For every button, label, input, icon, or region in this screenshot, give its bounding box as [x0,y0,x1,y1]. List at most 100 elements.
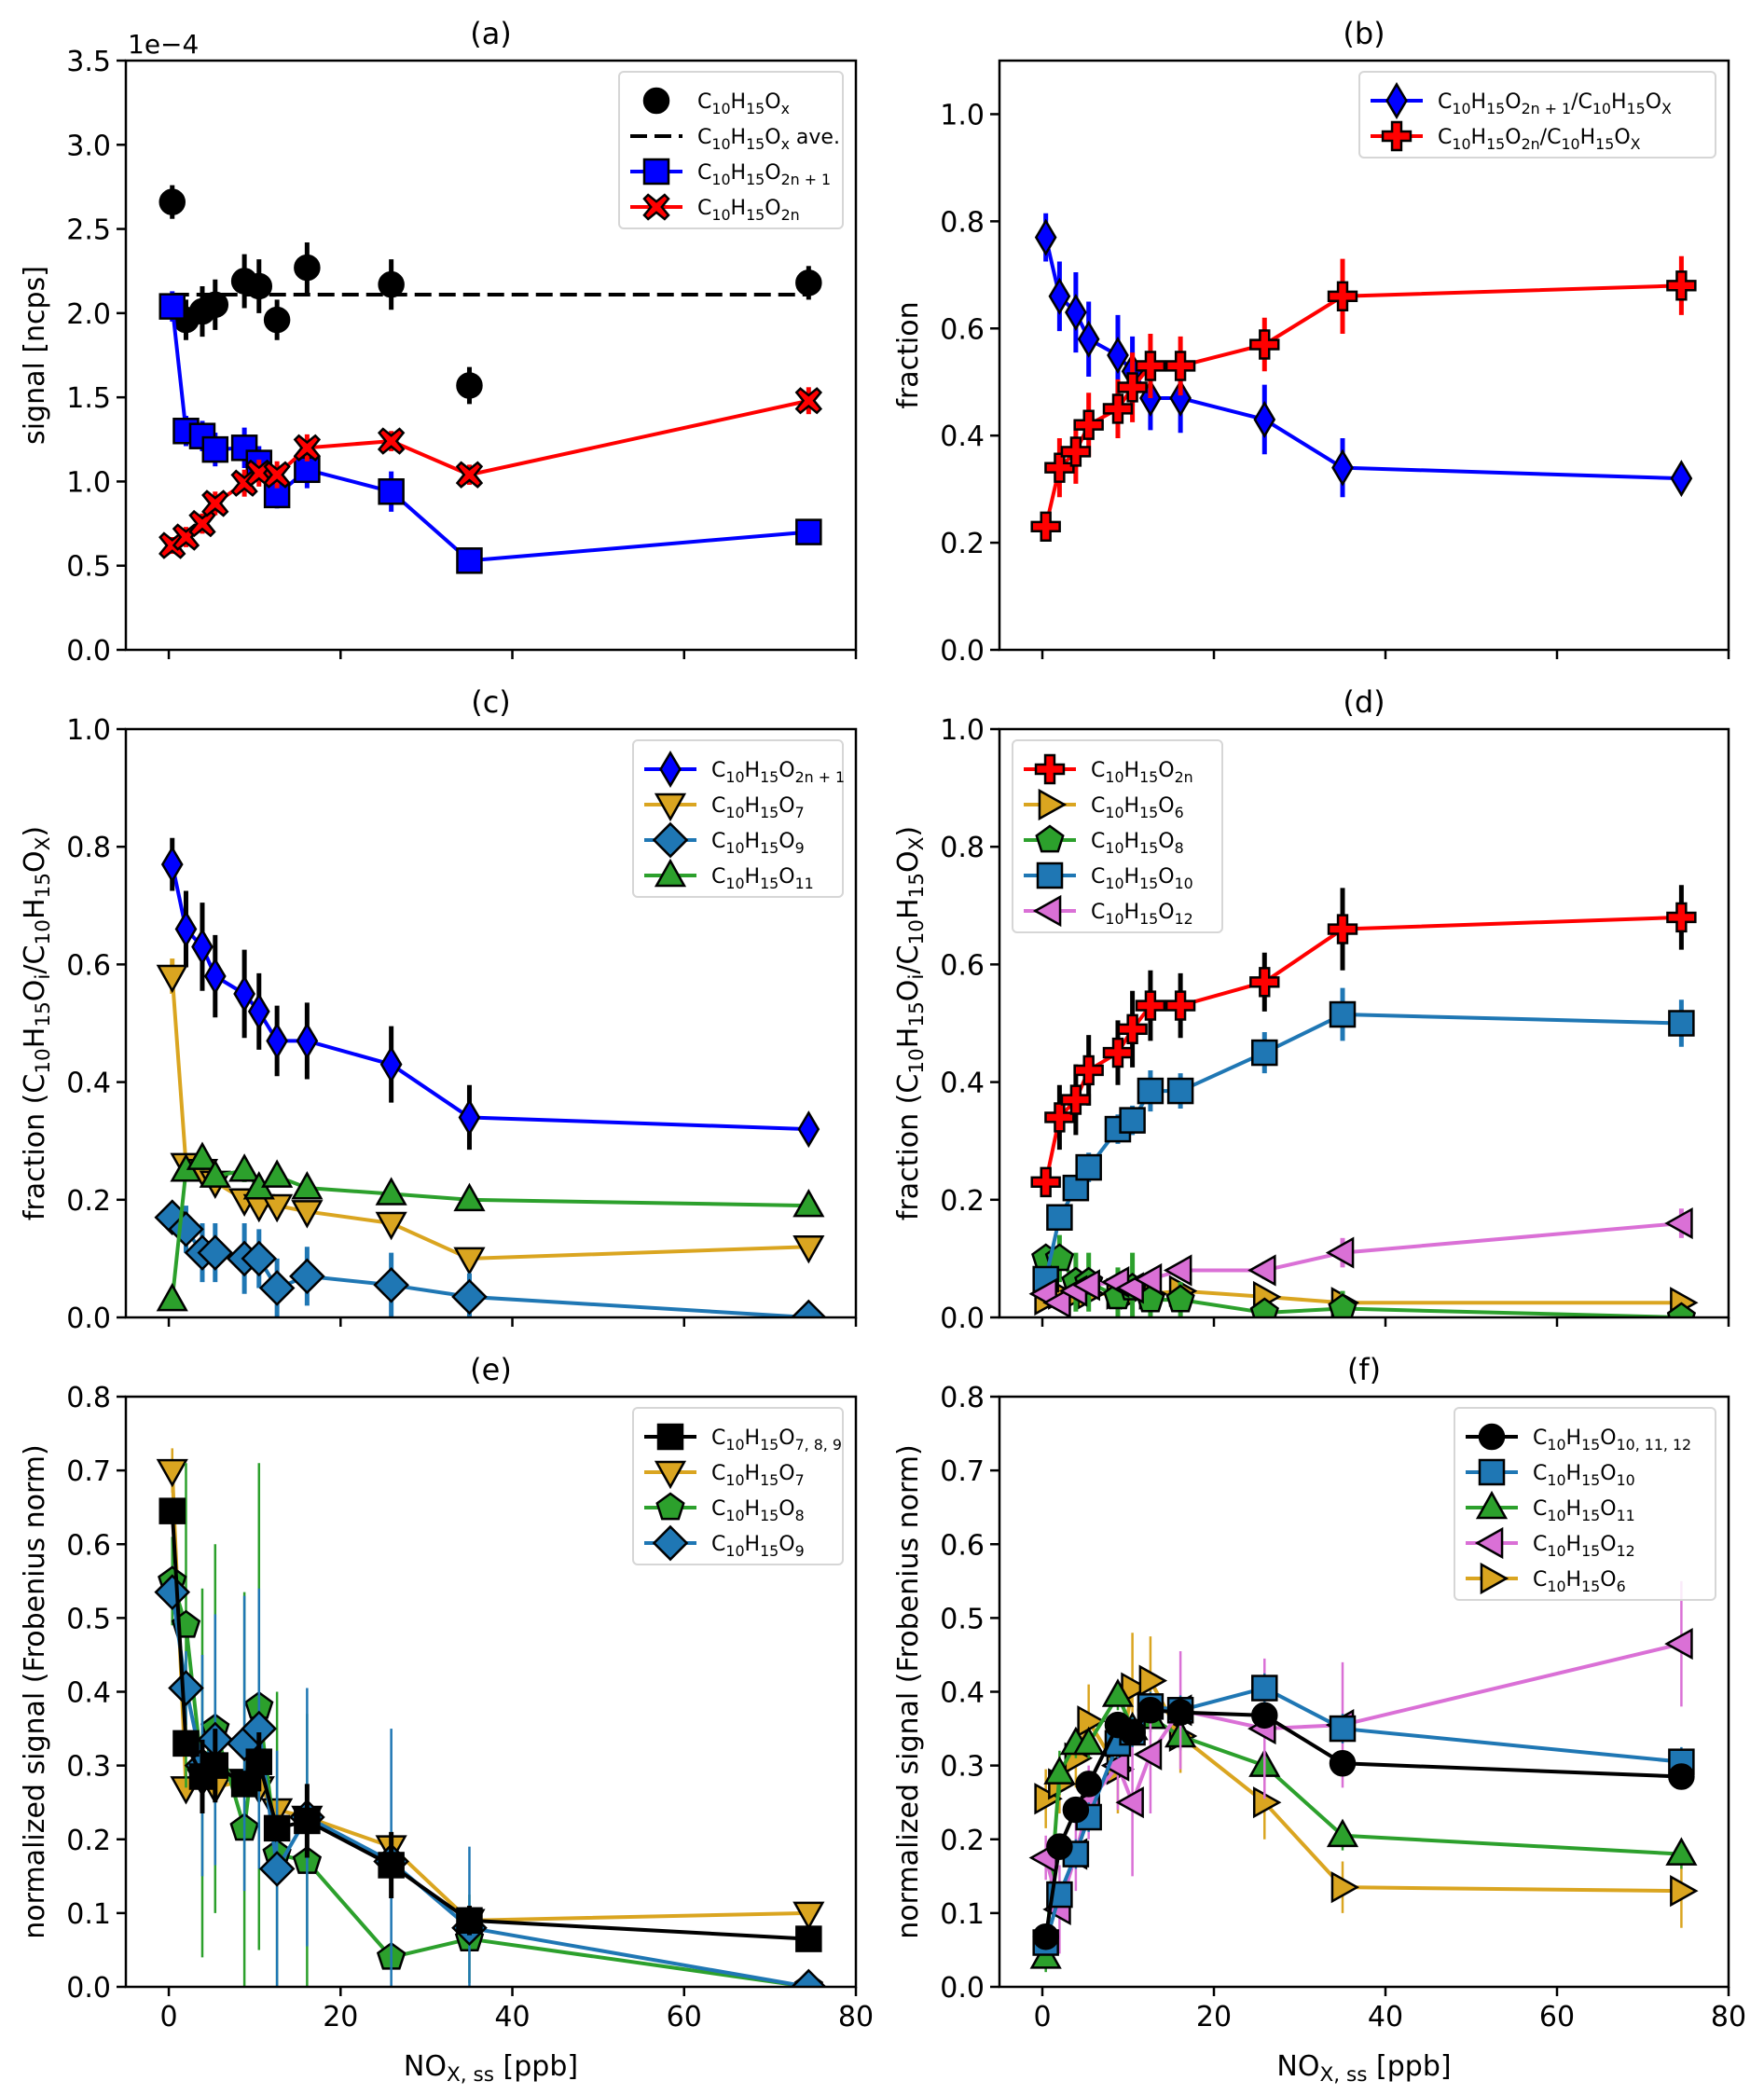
subscript: 2n [1522,135,1540,153]
data-point [453,1182,486,1212]
text-run: H [19,1027,51,1049]
data-point [1075,1153,1102,1181]
legend-marker [1475,1490,1509,1520]
y-axis-label-text: fraction (C10H15Oi/C10H15OX) [892,826,929,1220]
subscript: 15 [1139,839,1158,857]
data-point [792,1901,825,1931]
text-run: H [745,759,761,782]
data-point [378,478,405,505]
text-run: H [1580,126,1596,149]
data-point [247,992,270,1030]
data-point [1253,400,1276,438]
data-point [1325,1236,1355,1269]
text-run: H [745,1462,761,1485]
data-point [797,1110,820,1149]
text-run: C [711,1533,725,1556]
subscript: 10 [725,804,744,821]
data-point [1117,372,1148,403]
subscript: 15 [1595,135,1614,153]
subscript: 15 [1486,100,1505,117]
series-line [1043,915,1682,1183]
subscript: 15 [1581,1542,1600,1560]
y-tick-label: 1.0 [66,714,111,747]
subscript: 10 [905,1048,929,1073]
text-run: [ppb] [1368,2050,1452,2083]
legend-marker [642,193,670,221]
text-run: O [779,794,794,818]
subscript: 6 [1175,804,1184,821]
series-c10h15o6 [1034,1633,1699,1928]
data-point [1075,1771,1102,1798]
data-point [1329,1715,1357,1743]
data-point [1166,1077,1194,1105]
subscript: 10 [32,1048,55,1073]
x-tick-label: 40 [494,2001,530,2033]
text-run: C [1091,830,1105,853]
axes-frame [124,727,858,1319]
subscript: X, ss [447,2063,494,2087]
data-point [1169,379,1192,417]
data-point [1665,1837,1698,1866]
data-point [1327,281,1358,311]
data-point [1044,1102,1075,1133]
data-point [156,1282,188,1312]
series-line [1043,283,1682,528]
text-run: O [19,850,51,873]
x-tick-label: 20 [1196,2001,1232,2033]
series-c10h15o2n [158,387,823,559]
y-axis-label: fraction (C10H15Oi/C10H15OX) [19,826,55,1220]
x-tick-label: 0 [160,2001,178,2033]
subscript: 10 [1617,1471,1635,1489]
legend-label: C10H15Ox ave. [697,126,840,153]
y-axis-label-text: normalized signal (Frobenius norm) [892,1444,925,1938]
data-point [1251,1039,1278,1067]
legend-label: C10H15O7 [711,1462,805,1489]
panel-title: (b) [1343,16,1385,51]
data-point [1046,1204,1073,1231]
data-point [1249,329,1280,360]
text-run: C [1091,794,1105,818]
data-point [201,435,229,463]
x-tick-label: 20 [323,2001,358,2033]
data-point [1664,1206,1693,1240]
legend-item: C10H15O12 [1024,894,1193,928]
data-point [1138,1664,1168,1697]
x-tick-label: 0 [1033,2001,1051,2033]
text-run: H [1124,759,1140,782]
data-point [1326,1818,1359,1848]
data-point [188,509,216,538]
subscript: 6 [1617,1578,1626,1595]
text-run: /C [1571,90,1592,114]
data-point [1666,1302,1697,1317]
subscript: 10 [725,875,744,892]
subscript: 10 [1547,1436,1565,1454]
data-point [1664,1627,1693,1661]
y-tick-label: 2.0 [66,298,111,331]
data-point [1060,1084,1092,1115]
data-point [1107,336,1129,375]
data-point [228,1153,261,1182]
data-point [168,1670,204,1706]
data-point [263,1814,291,1842]
text-run: C [711,1497,725,1521]
subscript: 10 [725,768,744,786]
panel-a: (a) 1e−4 0.0 0.5 1.0 1.5 2.0 2.5 3.0 3.5 signal [n… [19,16,858,668]
subscript: 11 [1617,1507,1635,1524]
text-run: O [1600,1497,1616,1521]
text-run: C [1438,90,1452,114]
data-point [245,1748,273,1775]
y-tick-label: 0.5 [66,1603,111,1635]
subscript: 2n [781,206,800,224]
subscript: 11 [795,875,814,892]
y-tick-label: 0.6 [940,949,985,982]
y-tick-label: 0.2 [940,528,985,560]
subscript: 7, 8, 9 [795,1436,842,1454]
data-point [1330,1871,1360,1904]
legend-marker [1478,1423,1506,1451]
legend-label: C10H15O2n [697,197,800,224]
data-point [794,387,823,415]
legend-item: C10H15O10, 11, 12 [1466,1423,1691,1454]
text-run: ) [19,826,51,837]
legend-label: C10H15O9 [711,1533,805,1560]
text-run: NO [1276,2050,1319,2083]
